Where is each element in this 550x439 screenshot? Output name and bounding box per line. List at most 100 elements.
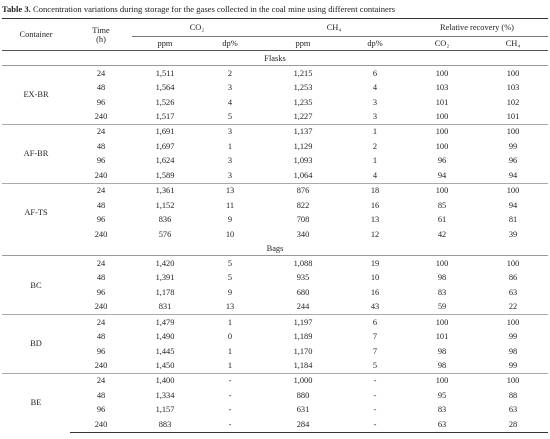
- data-row: 240 1,517 5 1,227 3 100 101: [2, 109, 548, 124]
- data-cell: 24: [96, 68, 106, 78]
- data-cell: 1,450: [155, 361, 175, 371]
- data-cell: 880: [296, 390, 310, 400]
- data-cell: 1,624: [155, 156, 175, 166]
- data-cell: 39: [508, 229, 518, 239]
- data-cell: 1,235: [293, 97, 313, 107]
- data-table: Container Time (h) CO₂ CH₄ Relative recov…: [2, 18, 549, 433]
- data-row: BE 24 1,400-1,000-100 100: [2, 372, 549, 432]
- data-cell: 16: [370, 287, 380, 297]
- data-cell: 98: [508, 346, 518, 356]
- data-cell: 94: [508, 200, 518, 210]
- data-cell: -: [198, 417, 262, 433]
- caption-label: Table 3.: [2, 4, 31, 14]
- data-cell: 708: [296, 215, 310, 225]
- data-cell: 101: [435, 332, 449, 342]
- data-row: 48 1,391 5 935 10 98 86: [2, 271, 548, 285]
- data-row: 96 1,445 1 1,170 7 98 98: [2, 344, 548, 358]
- data-row: 96 836 9 708 13 61 81: [2, 212, 548, 226]
- data-cell: 11: [225, 200, 235, 210]
- data-row: 240 1,450 1 1,184 5 98 99: [2, 358, 548, 373]
- data-cell: 3: [227, 170, 233, 180]
- section-title: Bags: [2, 241, 549, 257]
- data-cell: 1,564: [155, 83, 175, 93]
- data-cell: 1,178: [155, 287, 175, 297]
- header-text: Time: [92, 25, 110, 35]
- section-title: Flasks: [2, 50, 549, 66]
- data-cell: 100: [435, 112, 449, 122]
- data-cell: -: [228, 405, 232, 415]
- data-cell: 1,189: [293, 332, 313, 342]
- data-cell: 59: [437, 302, 447, 312]
- data-cell: 18: [344, 182, 406, 198]
- data-cell: 63: [508, 287, 518, 297]
- data-cell: 2: [227, 68, 233, 78]
- data-cell: 1: [227, 141, 233, 151]
- data-cell: 1,253: [293, 83, 313, 93]
- data-row: 48 1,564 3 1,253 4 103 103: [2, 80, 548, 94]
- data-cell: 9: [227, 215, 233, 225]
- data-cell: 822: [296, 200, 310, 210]
- data-cell: 1,093: [293, 156, 313, 166]
- container-cell: BC: [30, 280, 42, 290]
- data-cell: 1,064: [293, 170, 313, 180]
- data-cell: 883: [132, 417, 198, 433]
- data-cell: 1,445: [155, 346, 175, 356]
- subheader-cell: ppm: [132, 36, 198, 51]
- data-cell: 1,184: [293, 361, 313, 371]
- data-cell: -: [373, 405, 377, 415]
- data-cell: 7: [372, 346, 378, 356]
- data-row: 240 883-284-63 28: [2, 417, 549, 433]
- subheader-cell: ppm: [262, 36, 344, 51]
- container-cell: EX-BR: [23, 90, 49, 100]
- header-cell: Container: [2, 18, 70, 51]
- data-cell: 1: [344, 123, 406, 140]
- data-cell: 680: [296, 287, 310, 297]
- data-cell: 1,000: [262, 372, 344, 389]
- data-cell: 284: [262, 417, 344, 433]
- data-cell: 100: [406, 123, 478, 140]
- data-cell: 101: [506, 112, 520, 122]
- container-cell: BD: [2, 314, 70, 374]
- data-cell: 100: [406, 372, 478, 389]
- data-row: 48 1,697 1 1,129 2 100 99: [2, 139, 548, 153]
- data-cell: -: [198, 372, 262, 389]
- data-cell: 1: [227, 346, 233, 356]
- data-cell: 340: [296, 229, 310, 239]
- data-cell: 94: [437, 170, 447, 180]
- data-cell: -: [344, 372, 406, 389]
- data-row: 48 1,152 11 822 16 85 94: [2, 198, 548, 212]
- data-cell: 1,691: [132, 123, 198, 140]
- data-cell: 631: [296, 405, 310, 415]
- subheader-cell: CO₂: [406, 36, 478, 51]
- data-cell: 48: [96, 200, 106, 210]
- data-cell: 96: [96, 287, 106, 297]
- data-cell: 1,088: [293, 258, 313, 268]
- data-cell: 4: [372, 83, 378, 93]
- data-cell: 1,420: [155, 258, 175, 268]
- data-cell: 1,490: [155, 332, 175, 342]
- data-cell: 1,152: [155, 200, 175, 210]
- data-cell: 1,197: [262, 314, 344, 330]
- header-row: Container Time (h) CO₂ CH₄ Relative recov…: [2, 18, 549, 51]
- data-cell: 13: [225, 302, 235, 312]
- data-cell: 100: [478, 123, 549, 140]
- data-cell: -: [228, 390, 232, 400]
- data-cell: 103: [435, 83, 449, 93]
- data-cell: 83: [437, 287, 447, 297]
- data-cell: 94: [508, 170, 518, 180]
- subheader-cell: CH₄: [478, 36, 549, 51]
- data-cell: 100: [435, 258, 449, 268]
- section-row: Flasks: [2, 50, 549, 66]
- data-cell: 1,129: [293, 141, 313, 151]
- data-cell: 7: [372, 332, 378, 342]
- data-cell: 100: [435, 68, 449, 78]
- data-cell: 3: [227, 156, 233, 166]
- subheader-row: ppm dp% ppm dp% CO₂ CH₄: [2, 36, 549, 51]
- data-cell: 1,170: [293, 346, 313, 356]
- data-row: 240 1,589 3 1,064 4 94 94: [2, 168, 548, 183]
- data-cell: 240: [94, 112, 108, 122]
- data-cell: 99: [508, 361, 518, 371]
- data-cell: 96: [96, 346, 106, 356]
- data-cell: 96: [508, 156, 518, 166]
- data-cell: 19: [370, 258, 380, 268]
